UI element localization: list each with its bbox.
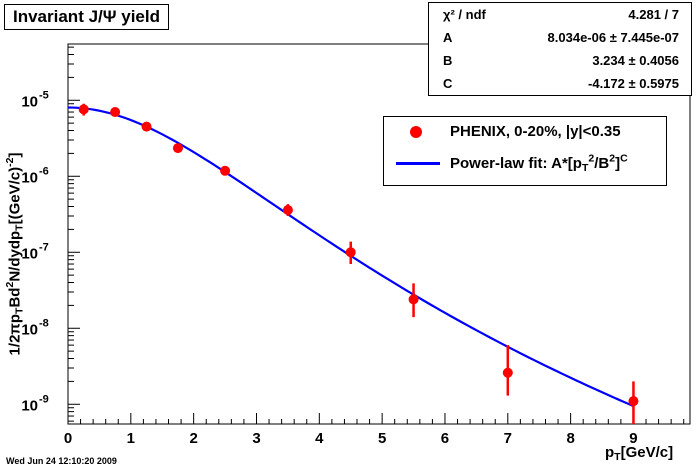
data-point <box>172 143 183 154</box>
stats-row-chi2: χ² / ndf 4.281 / 7 <box>429 3 691 26</box>
data-point <box>220 165 231 176</box>
chart-title: Invariant J/Ψ yield <box>4 4 169 30</box>
x-tick-label: 0 <box>64 430 72 447</box>
data-point <box>282 204 293 215</box>
data-point <box>408 294 419 305</box>
stats-value-chi2: 4.281 / 7 <box>628 7 679 22</box>
y-tick-label: 10 <box>21 93 38 110</box>
stats-label-a: A <box>443 30 453 45</box>
legend-label-fit: Power-law fit: A*[pT2/B2]C <box>450 152 628 175</box>
y-tick-label-exponent: -9 <box>39 393 49 405</box>
x-tick-label: 8 <box>566 430 574 447</box>
data-point <box>345 247 356 258</box>
data-point <box>110 107 121 118</box>
chart-title-text: Invariant J/Ψ yield <box>13 7 160 26</box>
axes-layer <box>67 43 691 425</box>
stats-value-a: 8.034e-06 ± 7.445e-07 <box>547 30 679 45</box>
stats-row-a: A 8.034e-06 ± 7.445e-07 <box>429 26 691 49</box>
y-tick-label: 10 <box>21 245 38 262</box>
stats-value-b: 3.234 ± 0.4056 <box>592 53 679 68</box>
y-tick-label-exponent: -8 <box>39 317 49 329</box>
legend-marker-line <box>396 162 440 165</box>
stats-value-c: -4.172 ± 0.5975 <box>588 76 679 91</box>
legend-entry-data: PHENIX, 0-20%, |y|<0.35 <box>384 123 621 140</box>
x-tick-label: 4 <box>315 430 324 447</box>
stats-label-chi2: χ² / ndf <box>443 7 486 22</box>
y-axis-title: 1/2πpTBd2N/dydpT[(GeV/c)-2] <box>4 152 26 356</box>
y-tick-label-exponent: -5 <box>39 89 49 101</box>
data-point <box>502 367 513 378</box>
x-tick-label: 9 <box>629 430 637 447</box>
fit-statistics-box: χ² / ndf 4.281 / 7 A 8.034e-06 ± 7.445e-… <box>428 2 692 96</box>
x-tick-label: 3 <box>252 430 260 447</box>
y-tick-label: 10 <box>21 397 38 414</box>
date-stamp: Wed Jun 24 12:10:20 2009 <box>6 456 117 466</box>
legend-entry-fit: Power-law fit: A*[pT2/B2]C <box>384 152 628 175</box>
y-tick-label: 10 <box>21 169 38 186</box>
legend-marker-dot <box>410 125 422 138</box>
stats-row-b: B 3.234 ± 0.4056 <box>429 49 691 72</box>
x-axis-title: pT[GeV/c] <box>605 444 674 464</box>
y-tick-label-exponent: -7 <box>39 241 49 253</box>
legend-label-data: PHENIX, 0-20%, |y|<0.35 <box>450 123 621 140</box>
points-layer <box>78 103 639 424</box>
stats-label-b: B <box>443 53 453 68</box>
y-tick-label: 10 <box>21 321 38 338</box>
stats-label-c: C <box>443 76 453 91</box>
plot-frame <box>67 43 691 425</box>
y-tick-label-exponent: -6 <box>39 165 49 177</box>
tick-labels-layer: 0 1 2 3 4 5 6 7 8 910-910-810-710-610-5 <box>21 89 637 447</box>
x-tick-label: 7 <box>504 430 512 447</box>
data-point <box>141 121 152 132</box>
stats-row-c: C -4.172 ± 0.5975 <box>429 72 691 95</box>
x-tick-label: 5 <box>378 430 386 447</box>
legend: PHENIX, 0-20%, |y|<0.35 Power-law fit: A… <box>383 116 667 186</box>
x-tick-label: 2 <box>189 430 197 447</box>
data-point <box>78 104 89 115</box>
data-point <box>628 396 639 407</box>
x-tick-label: 1 <box>127 430 135 447</box>
x-tick-label: 6 <box>441 430 449 447</box>
